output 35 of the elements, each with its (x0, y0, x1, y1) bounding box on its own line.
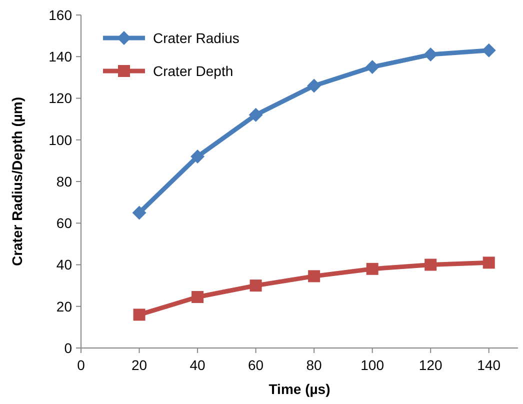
point (366, 262, 378, 275)
x-tick-label: 100 (360, 357, 384, 373)
y-tick-label: 80 (56, 173, 72, 190)
point (190, 150, 205, 164)
y-tick-label: 140 (48, 48, 72, 65)
x-tick-label: 40 (190, 357, 206, 373)
y-tick-label: 120 (48, 90, 72, 106)
point (250, 280, 262, 292)
point (482, 43, 496, 58)
x-tick-label: 20 (131, 357, 148, 373)
point (482, 256, 495, 269)
point (307, 78, 322, 93)
legend-label: Crater Radius (153, 30, 240, 46)
y-tick-label: 100 (48, 132, 72, 148)
x-tick-label: 140 (477, 357, 501, 373)
point (308, 270, 320, 282)
point (133, 308, 146, 321)
point (424, 258, 437, 271)
point (365, 60, 380, 74)
y-axis-title: Crater Radius/Depth (µm) (9, 96, 25, 266)
y-tick-label: 0 (64, 340, 72, 356)
x-tick-label: 80 (306, 357, 322, 373)
y-tick-label: 60 (56, 215, 72, 232)
point (192, 291, 204, 304)
x-axis-title: Time (µs) (268, 381, 330, 397)
x-tick-label: 0 (77, 357, 86, 373)
point (132, 206, 146, 220)
y-tick-label: 160 (48, 6, 72, 23)
x-tick-label: 60 (248, 357, 264, 373)
legend-label: Crater Depth (153, 62, 234, 79)
point (248, 108, 263, 122)
y-tick-label: 40 (56, 256, 72, 273)
x-tick-label: 120 (418, 357, 442, 373)
y-tick-label: 20 (56, 298, 72, 314)
point (424, 48, 438, 62)
